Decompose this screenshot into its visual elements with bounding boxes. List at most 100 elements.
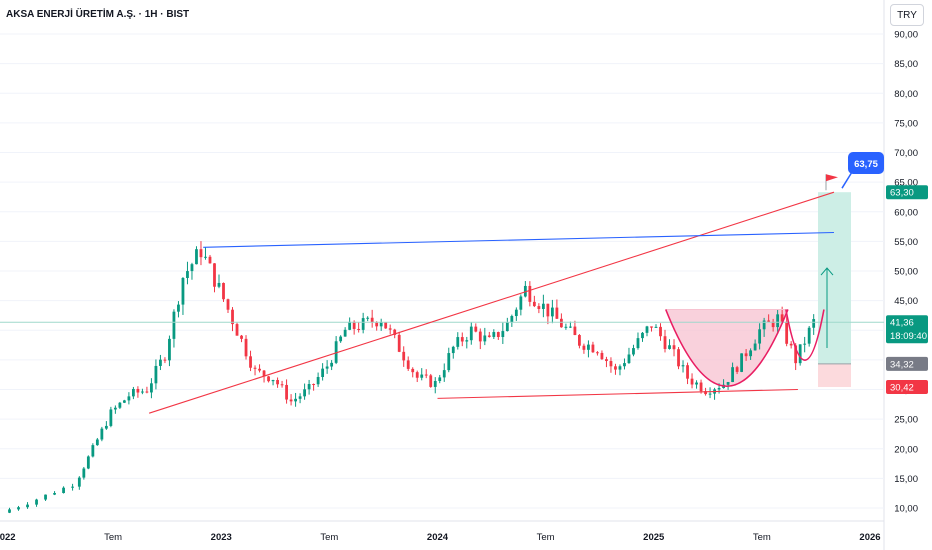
candle-body bbox=[100, 428, 104, 440]
price-tag-label: 30,42 bbox=[890, 383, 914, 394]
candle-body bbox=[159, 359, 162, 366]
candle-body bbox=[609, 361, 613, 367]
price-tag-label: 34,32 bbox=[890, 359, 914, 370]
candle-body bbox=[537, 306, 541, 309]
candle-body bbox=[195, 249, 198, 265]
candle-body bbox=[334, 341, 338, 363]
candle-body bbox=[213, 263, 216, 287]
candle-body bbox=[352, 321, 356, 329]
candle-body bbox=[186, 271, 189, 279]
candle-body bbox=[501, 331, 505, 337]
candle-body bbox=[767, 320, 771, 322]
candle-body bbox=[546, 303, 550, 317]
candle-body bbox=[641, 332, 644, 339]
candle-body bbox=[357, 328, 361, 330]
target-arrow-head bbox=[820, 267, 834, 276]
target-bubble-label: 63,75 bbox=[854, 159, 878, 170]
candle-body bbox=[113, 407, 117, 410]
candle-body bbox=[659, 326, 662, 337]
candle-body bbox=[474, 326, 478, 332]
candle-body bbox=[433, 380, 437, 387]
candle-body bbox=[231, 309, 234, 325]
support-line bbox=[437, 388, 798, 399]
price-tick-label: 15,00 bbox=[894, 474, 918, 485]
candle-body bbox=[564, 326, 568, 328]
candle-body bbox=[645, 326, 649, 333]
bubble-pointer bbox=[841, 171, 853, 189]
candle-body bbox=[388, 328, 392, 330]
candle-body bbox=[280, 384, 284, 386]
candle-body bbox=[740, 353, 744, 372]
price-tick-label: 70,00 bbox=[894, 148, 918, 159]
candle-body bbox=[150, 383, 153, 393]
candle-body bbox=[618, 366, 622, 370]
candle-body bbox=[208, 256, 212, 264]
price-tick-label: 45,00 bbox=[894, 296, 918, 307]
flag-icon bbox=[826, 174, 838, 182]
price-tick-label: 10,00 bbox=[894, 504, 918, 515]
candle-body bbox=[559, 318, 563, 328]
candle-body bbox=[204, 256, 207, 258]
candle-body bbox=[582, 345, 586, 350]
candle-body bbox=[429, 375, 433, 387]
candle-body bbox=[794, 345, 798, 364]
candle-body bbox=[591, 344, 595, 353]
candle-body bbox=[596, 352, 599, 354]
cup-curve bbox=[665, 309, 789, 387]
time-tick-label: Tem bbox=[104, 532, 122, 543]
candle-body bbox=[294, 398, 297, 402]
candle-body bbox=[704, 391, 707, 395]
candle-body bbox=[717, 388, 721, 390]
candle-body bbox=[550, 307, 554, 317]
candle-body bbox=[442, 370, 446, 378]
candle-body bbox=[177, 304, 180, 312]
candle-body bbox=[168, 338, 171, 361]
time-tick-label: 2026 bbox=[859, 532, 880, 543]
price-tick-label: 90,00 bbox=[894, 30, 918, 41]
price-tick-label: 85,00 bbox=[894, 59, 918, 70]
candle-body bbox=[298, 396, 302, 399]
candle-body bbox=[366, 317, 370, 319]
candle-body bbox=[109, 409, 113, 426]
price-axis[interactable]: 90,00 85,00 80,00 75,00 70,00 65,00 60,00 55,00… bbox=[894, 30, 918, 515]
price-tag-countdown: 18:09:40 bbox=[890, 331, 927, 342]
price-tag-label: 41,36 bbox=[890, 318, 914, 329]
candle-body bbox=[663, 336, 667, 349]
candle-body bbox=[249, 356, 252, 368]
candle-body bbox=[71, 486, 74, 488]
candle-body bbox=[163, 359, 167, 361]
time-axis[interactable]: 2022 Tem 2023 Tem 2024 Tem 2025 Tem 2026 bbox=[0, 532, 881, 543]
candle-body bbox=[654, 326, 658, 328]
candle-body bbox=[636, 338, 640, 349]
candle-body bbox=[505, 322, 509, 332]
candle-body bbox=[62, 487, 65, 494]
candle-body bbox=[240, 335, 243, 339]
price-tick-label: 50,00 bbox=[894, 267, 918, 278]
rising-trendline bbox=[148, 191, 835, 414]
candle-body bbox=[199, 249, 203, 258]
candle-body bbox=[276, 379, 279, 385]
candle-body bbox=[91, 445, 95, 457]
candle-body bbox=[289, 399, 293, 402]
candle-body bbox=[217, 282, 221, 287]
candle-body bbox=[321, 368, 325, 377]
candle-body bbox=[528, 285, 532, 302]
candle-body bbox=[726, 382, 730, 385]
candle-body bbox=[86, 456, 90, 469]
candle-body bbox=[379, 322, 383, 327]
candle-body bbox=[785, 321, 789, 344]
candle-body bbox=[587, 344, 590, 350]
candle-body bbox=[447, 353, 451, 371]
candle-body bbox=[519, 296, 523, 310]
time-tick-label: Tem bbox=[320, 532, 338, 543]
candle-body bbox=[465, 340, 469, 342]
candle-body bbox=[44, 494, 47, 500]
price-tag-target bbox=[886, 185, 928, 200]
candle-body bbox=[303, 389, 306, 397]
candle-body bbox=[614, 366, 617, 370]
currency-button[interactable]: TRY bbox=[890, 4, 924, 26]
candle-body bbox=[681, 365, 685, 367]
candle-body bbox=[686, 365, 689, 379]
candle-body bbox=[541, 303, 545, 309]
